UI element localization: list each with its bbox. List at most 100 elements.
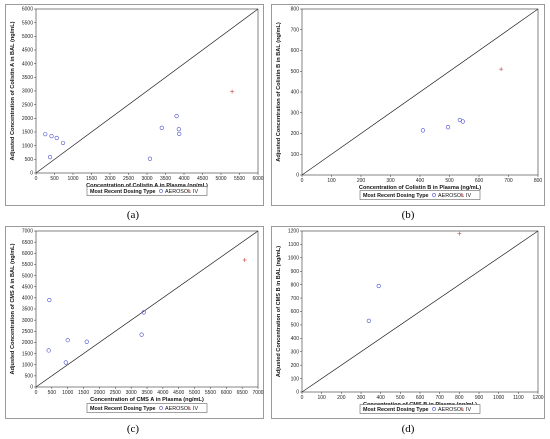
data-point-aerosol [445,125,451,130]
x-tick-label: 100 [327,178,336,184]
x-tick-label: 500 [48,390,57,396]
y-tick-label: 1000 [22,143,33,149]
data-point-aerosol [47,297,52,303]
y-tick-label: 700 [291,296,300,302]
x-tick-label: 6000 [252,176,263,182]
x-tick-label: 2000 [104,176,115,182]
data-point-aerosol [43,132,48,137]
data-point-aerosol [177,131,182,137]
data-point-aerosol [460,119,465,124]
y-axis-label: Adjusted Concentration of CMS B in BAL (… [276,246,282,377]
y-tick-label: 0 [296,390,299,396]
x-tick-label: 1000 [493,395,504,401]
x-tick-label: 2500 [123,176,134,182]
data-point-aerosol [63,360,68,365]
data-point-aerosol [65,338,70,343]
caption-d: (d) [401,423,415,435]
legend: Most Recent Dosing Type AEROSOL IV [86,186,208,196]
y-tick-label: 4000 [22,61,33,67]
legend-title: Most Recent Dosing Type [363,407,429,413]
y-tick-label: 2500 [22,329,33,335]
legend-iv-label: IV [466,193,471,199]
legend-box [359,190,481,200]
y-axis-label: Adjusted Concentration of Colistin A in … [10,21,16,160]
chart-svg-d: 0 100 200 300 400 500 600 700 800 900 1000 1100 1200… [276,229,544,414]
y-tick-label: 3000 [22,318,33,324]
y-tick-label: 600 [291,48,300,54]
data-point-aerosol [49,134,54,139]
x-tick-label: 200 [337,395,346,401]
legend-box [86,403,208,413]
x-tick-label: 800 [534,178,543,184]
x-tick-label: 700 [504,178,513,184]
x-tick-label: 1500 [78,390,89,396]
x-tick-label: 200 [357,178,366,184]
caption-a: (a) [126,209,140,221]
legend-box [86,186,208,196]
data-point-aerosol [84,339,89,344]
x-tick-label: 3000 [141,176,152,182]
y-tick-label: 500 [291,323,300,329]
x-tick-label: 600 [475,178,484,184]
chart-panel-c: 0 500 1000 1500 2000 2500 3000 3500 4000 4500 5000… [5,226,264,419]
y-tick-label: 2500 [22,102,33,108]
legend: Most Recent Dosing Type AEROSOL IV [359,404,481,414]
data-point-aerosol [46,348,51,353]
x-axis-label: Concentration of Colistin B in Plasma (n… [359,185,481,191]
x-tick-label: 1500 [86,176,97,182]
legend-iv-label: IV [193,189,198,195]
x-tick-label: 600 [416,395,425,401]
x-tick-label: 1000 [67,176,78,182]
y-tick-label: 2000 [22,340,33,346]
data-point-aerosol [141,310,146,315]
x-tick-label: 5000 [215,176,226,182]
y-tick-label: 6000 [22,7,33,13]
y-tick-label: 200 [291,131,300,137]
y-tick-label: 1000 [288,256,299,262]
y-tick-label: 4500 [22,48,33,54]
y-tick-label: 5000 [22,273,33,279]
legend-iv-label: IV [466,407,471,413]
data-point-iv [242,257,247,262]
data-point-iv [230,89,235,94]
legend-iv-label: IV [193,406,198,412]
y-tick-label: 600 [291,309,300,315]
x-tick-label: 500 [445,178,454,184]
y-tick-label: 500 [25,374,34,380]
x-tick-label: 7000 [252,390,263,396]
data-point-aerosol [366,318,371,323]
x-tick-label: 4500 [173,390,184,396]
y-tick-label: 1200 [288,229,299,235]
y-tick-label: 2000 [22,116,33,122]
y-tick-label: 800 [291,282,300,288]
legend-aerosol-icon [159,406,163,410]
legend: Most Recent Dosing Type AEROSOL IV [359,190,481,200]
y-tick-label: 400 [291,90,300,96]
x-tick-label: 300 [386,178,395,184]
x-tick-label: 0 [35,390,38,396]
identity-line [35,8,259,174]
data-point-aerosol [376,283,381,289]
data-point-aerosol [60,140,66,146]
x-tick-label: 1000 [62,390,73,396]
x-tick-label: 300 [357,395,366,401]
y-tick-label: 6500 [22,240,33,246]
legend-aerosol-label: AEROSOL [165,189,191,195]
y-tick-label: 6000 [22,251,33,257]
x-tick-label: 5000 [189,390,200,396]
y-tick-label: 900 [291,269,300,275]
chart-panel-d: 0 100 200 300 400 500 600 700 800 900 1000 1100 1200… [271,226,545,419]
x-tick-label: 6500 [237,390,248,396]
x-tick-label: 900 [475,395,484,401]
x-tick-label: 0 [301,395,304,401]
y-tick-label: 3500 [22,75,33,81]
x-tick-label: 700 [435,395,444,401]
chart-svg-c: 0 500 1000 1500 2000 2500 3000 3500 4000 4500 5000… [10,229,264,413]
data-point-aerosol [54,135,59,141]
identity-line [35,230,259,388]
x-tick-label: 2500 [110,390,121,396]
y-tick-label: 0 [296,173,299,179]
x-tick-label: 0 [301,178,304,184]
y-axis-label: Adjusted Concentration of CMS A in BAL (… [10,243,16,374]
x-axis-label: Concentration of CMS A in Plasma (ng/mL) [90,397,204,403]
